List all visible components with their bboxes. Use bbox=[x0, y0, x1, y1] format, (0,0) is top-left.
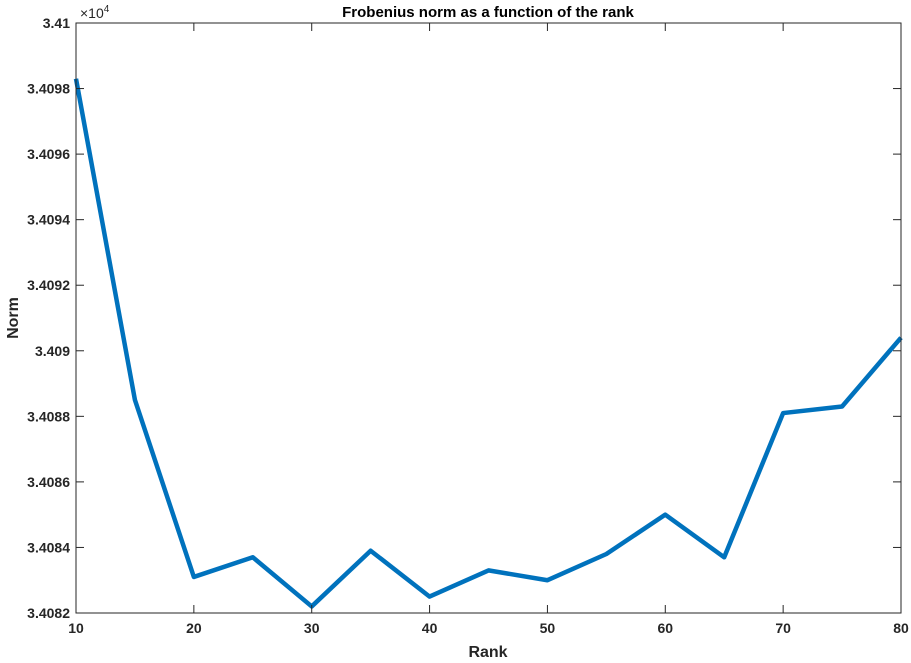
exponent-base: ×10 bbox=[80, 5, 104, 21]
x-tick-label: 70 bbox=[775, 620, 791, 636]
x-tick-label: 40 bbox=[422, 620, 438, 636]
y-tick-label: 3.4098 bbox=[27, 81, 70, 97]
y-tick-label: 3.4094 bbox=[27, 212, 70, 228]
x-tick-label: 60 bbox=[657, 620, 673, 636]
exponent-label: ×104 bbox=[80, 4, 110, 21]
y-tick-label: 3.4086 bbox=[27, 474, 70, 490]
y-tick-label: 3.4084 bbox=[27, 539, 70, 555]
y-tick-label: 3.4082 bbox=[27, 605, 70, 621]
x-tick-label: 20 bbox=[186, 620, 202, 636]
y-axis-title: Norm bbox=[5, 297, 22, 339]
y-tick-label: 3.409 bbox=[35, 343, 70, 359]
y-tick-label: 3.4092 bbox=[27, 277, 70, 293]
y-tick-label: 3.4096 bbox=[27, 146, 70, 162]
axes-box bbox=[75, 22, 902, 614]
x-ticks: 10 20 30 40 50 60 70 80 bbox=[68, 23, 909, 636]
x-tick-label: 10 bbox=[68, 620, 84, 636]
exponent-power: 4 bbox=[104, 4, 110, 15]
y-ticks: 3.4082 3.4084 3.4086 3.4088 3.409 3.4092 3.409… bbox=[27, 15, 901, 621]
y-tick-label: 3.4088 bbox=[27, 408, 70, 424]
x-tick-label: 30 bbox=[304, 620, 320, 636]
x-tick-label: 80 bbox=[893, 620, 909, 636]
x-axis-title: Rank bbox=[468, 644, 507, 661]
y-tick-label: 3.41 bbox=[43, 15, 70, 31]
plot-background bbox=[76, 23, 901, 613]
chart-title: Frobenius norm as a function of the rank bbox=[342, 4, 634, 21]
x-tick-label: 50 bbox=[540, 620, 556, 636]
